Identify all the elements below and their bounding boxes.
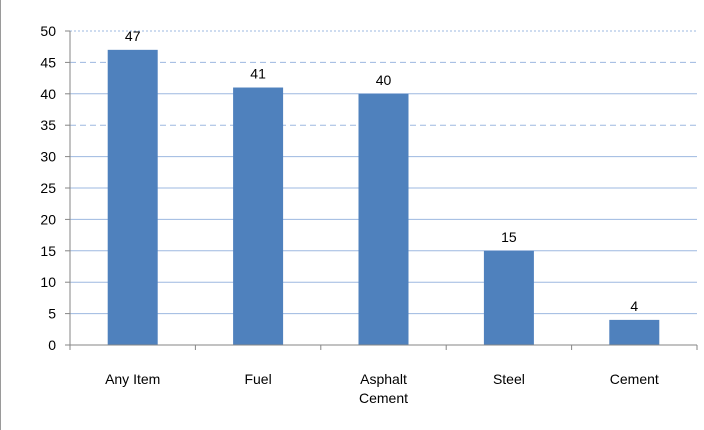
y-tick-label-40: 40	[40, 86, 56, 102]
data-label-any-item: 47	[125, 28, 141, 44]
bar-any-item	[107, 49, 158, 346]
y-tick-label-30: 30	[40, 149, 56, 165]
y-tick-label-15: 15	[40, 243, 56, 259]
y-tick-label-5: 5	[48, 306, 56, 322]
y-tick-label-25: 25	[40, 180, 56, 196]
category-label-fuel: Fuel	[244, 371, 271, 387]
y-tick-label-50: 50	[40, 23, 56, 39]
y-tick-label-20: 20	[40, 211, 56, 227]
category-label-any-item: Any Item	[105, 371, 160, 387]
y-tick-label-0: 0	[48, 337, 56, 353]
y-tick-label-35: 35	[40, 117, 56, 133]
data-label-cement: 4	[630, 298, 638, 314]
data-label-fuel: 41	[250, 66, 266, 82]
y-tick-label-45: 45	[40, 54, 56, 70]
category-label-steel: Steel	[493, 371, 525, 387]
bar-cement	[609, 319, 660, 345]
bar-steel	[483, 250, 534, 345]
axes	[65, 30, 698, 350]
bar-asphalt-cement	[358, 93, 409, 345]
data-label-steel: 15	[501, 229, 517, 245]
data-label-asphalt-cement: 40	[376, 72, 392, 88]
bars	[107, 49, 660, 346]
category-label-asphalt-cement: Asphalt Cement	[359, 371, 408, 406]
labels: 47 Any Item 41 Fuel 40 Asphalt Cement 15 Steel 4 C…	[40, 23, 658, 406]
bar-fuel	[233, 87, 284, 346]
category-label-cement: Cement	[610, 371, 659, 387]
y-tick-label-10: 10	[40, 274, 56, 290]
